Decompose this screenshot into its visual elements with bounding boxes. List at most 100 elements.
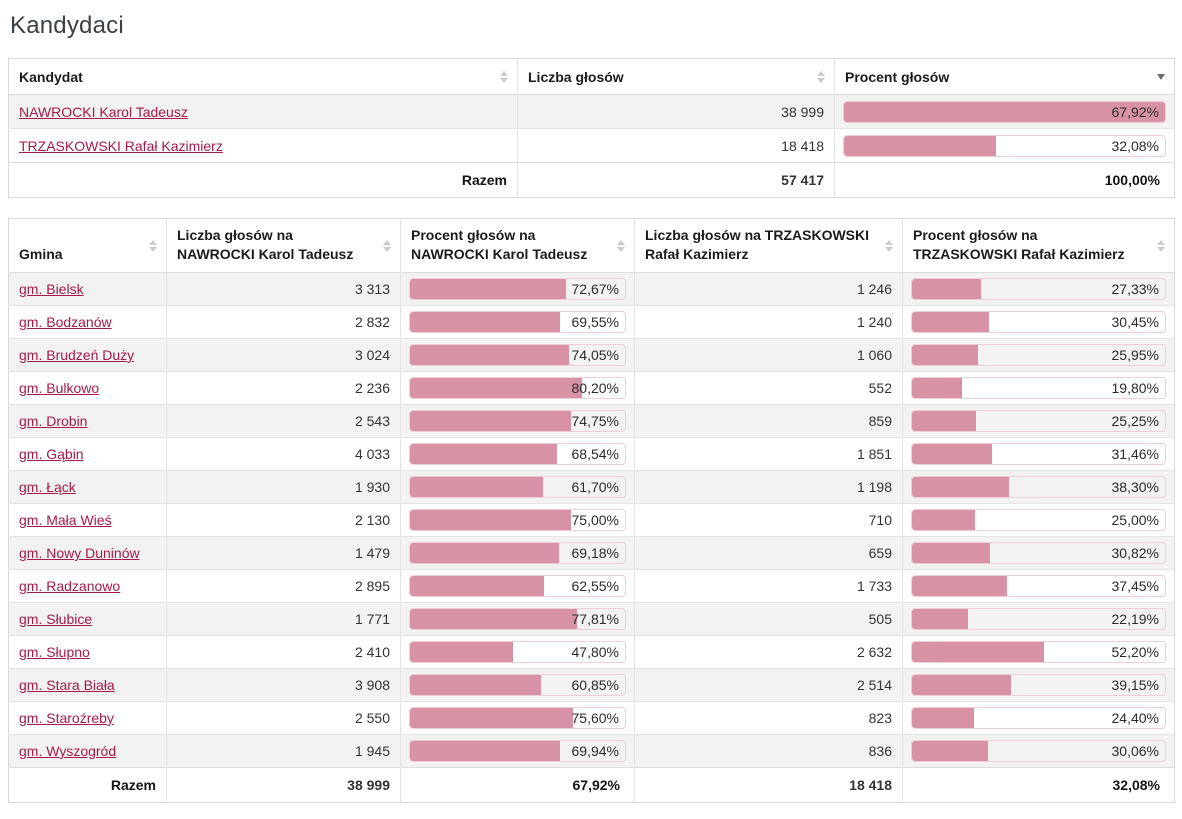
votes-cell: 18 418	[517, 128, 835, 163]
percent-bar: 61,70%	[409, 476, 626, 498]
gmina-link[interactable]: gm. Bielsk	[19, 281, 84, 297]
votes-cell: 2 550	[166, 701, 401, 735]
total-votes-value: 57 417	[517, 162, 835, 198]
candidates-column-header-0[interactable]: Kandydat	[8, 58, 518, 95]
column-label: Procent głosów na TRZASKOWSKI Rafał Kazi…	[913, 227, 1125, 262]
percent-value: 30,45%	[1111, 314, 1159, 330]
gmina-row: gm. Mała Wieś 2 130 75,00% 710 25,00%	[8, 503, 1175, 537]
gmina-link[interactable]: gm. Łąck	[19, 479, 76, 495]
candidates-table-footer-row: Razem 57 417 100,00%	[8, 162, 1175, 198]
percent-bar-fill	[410, 708, 573, 728]
percent-bar: 25,95%	[911, 344, 1166, 366]
percent-bar: 60,85%	[409, 674, 626, 696]
votes-cell: 552	[634, 371, 903, 405]
gmina-link[interactable]: gm. Radzanowo	[19, 578, 121, 594]
percent-bar: 69,18%	[409, 542, 626, 564]
percent-bar: 32,08%	[843, 134, 1166, 157]
gmina-row: gm. Stara Biała 3 908 60,85% 2 514 39,15%	[8, 668, 1175, 702]
gmina-column-header-1[interactable]: Liczba głosów na NAWROCKI Karol Tadeusz	[166, 218, 401, 273]
percent-cell: 24,40%	[902, 701, 1175, 735]
percent-bar-fill	[410, 642, 513, 662]
percent-bar-fill	[410, 345, 570, 365]
candidates-column-header-1[interactable]: Liczba głosów	[517, 58, 835, 95]
gmina-link[interactable]: gm. Nowy Duninów	[19, 545, 140, 561]
percent-cell: 62,55%	[400, 569, 635, 603]
percent-bar-fill	[912, 543, 990, 563]
votes-cell: 710	[634, 503, 903, 537]
total-nawrocki-votes: 38 999	[166, 767, 401, 803]
name-cell: gm. Wyszogród	[9, 735, 167, 768]
percent-bar-fill	[410, 543, 559, 563]
percent-cell: 69,55%	[400, 305, 635, 339]
percent-cell: 74,75%	[400, 404, 635, 438]
votes-cell: 38 999	[517, 94, 835, 129]
percent-bar: 24,40%	[911, 707, 1166, 729]
percent-value: 31,46%	[1111, 446, 1159, 462]
percent-bar: 67,92%	[843, 100, 1166, 123]
percent-cell: 25,00%	[902, 503, 1175, 537]
percent-bar: 19,80%	[911, 377, 1166, 399]
percent-value: 37,45%	[1111, 578, 1159, 594]
gmina-link[interactable]: gm. Gąbin	[19, 446, 84, 462]
gmina-link[interactable]: gm. Słubice	[19, 611, 93, 627]
gmina-link[interactable]: gm. Wyszogród	[19, 743, 117, 759]
gmina-link[interactable]: gm. Brudzeń Duży	[19, 347, 135, 363]
candidates-column-header-2[interactable]: Procent głosów	[834, 58, 1175, 95]
gmina-column-header-4[interactable]: Procent głosów na TRZASKOWSKI Rafał Kazi…	[902, 218, 1175, 273]
gmina-table-header-row: Gmina Liczba głosów na NAWROCKI Karol Tad…	[8, 218, 1175, 273]
column-label: Gmina	[19, 246, 63, 262]
percent-value: 80,20%	[571, 380, 619, 396]
gmina-column-header-2[interactable]: Procent głosów na NAWROCKI Karol Tadeusz	[400, 218, 635, 273]
votes-cell: 2 832	[166, 305, 401, 339]
gmina-column-header-0[interactable]: Gmina	[8, 218, 167, 273]
gmina-link[interactable]: gm. Stara Biała	[19, 677, 115, 693]
percent-value: 32,08%	[1111, 137, 1159, 154]
total-trzaskowski-votes: 18 418	[634, 767, 903, 803]
column-label: Liczba głosów na TRZASKOWSKI Rafał Kazim…	[645, 227, 870, 262]
percent-cell: 61,70%	[400, 470, 635, 504]
name-cell: gm. Stara Biała	[9, 669, 167, 702]
percent-bar-fill	[912, 675, 1012, 695]
percent-cell: 25,95%	[902, 338, 1175, 372]
votes-cell: 659	[634, 536, 903, 570]
percent-bar-fill	[410, 609, 578, 629]
gmina-link[interactable]: gm. Bulkowo	[19, 380, 100, 396]
column-label: Kandydat	[19, 68, 83, 85]
percent-value: 69,55%	[571, 314, 619, 330]
gmina-column-header-3[interactable]: Liczba głosów na TRZASKOWSKI Rafał Kazim…	[634, 218, 903, 273]
votes-cell: 2 543	[166, 404, 401, 438]
percent-bar: 72,67%	[409, 278, 626, 300]
percent-bar: 27,33%	[911, 278, 1166, 300]
votes-cell: 2 410	[166, 635, 401, 669]
percent-bar: 68,54%	[409, 443, 626, 465]
percent-cell: 30,45%	[902, 305, 1175, 339]
gmina-link[interactable]: gm. Drobin	[19, 413, 88, 429]
gmina-link[interactable]: gm. Słupno	[19, 644, 90, 660]
percent-cell: 27,33%	[902, 272, 1175, 306]
candidate-link[interactable]: NAWROCKI Karol Tadeusz	[19, 103, 188, 120]
gmina-link[interactable]: gm. Bodzanów	[19, 314, 112, 330]
sort-toggle-icon	[383, 239, 391, 252]
gmina-row: gm. Nowy Duninów 1 479 69,18% 659 30,82%	[8, 536, 1175, 570]
percent-cell: 74,05%	[400, 338, 635, 372]
column-label: Procent głosów	[845, 68, 950, 85]
gmina-link[interactable]: gm. Mała Wieś	[19, 512, 112, 528]
percent-bar-fill	[912, 576, 1007, 596]
gmina-row: gm. Łąck 1 930 61,70% 1 198 38,30%	[8, 470, 1175, 504]
votes-cell: 1 945	[166, 734, 401, 768]
name-cell: NAWROCKI Karol Tadeusz	[9, 95, 518, 129]
gmina-link[interactable]: gm. Staroźreby	[19, 710, 114, 726]
total-percent-value: 100,00%	[834, 162, 1175, 198]
percent-cell: 52,20%	[902, 635, 1175, 669]
percent-bar-fill	[410, 444, 558, 464]
percent-bar: 37,45%	[911, 575, 1166, 597]
votes-cell: 3 908	[166, 668, 401, 702]
votes-cell: 1 240	[634, 305, 903, 339]
percent-value: 25,95%	[1111, 347, 1159, 363]
percent-bar: 74,05%	[409, 344, 626, 366]
percent-cell: 69,18%	[400, 536, 635, 570]
percent-value: 68,54%	[571, 446, 619, 462]
percent-bar: 52,20%	[911, 641, 1166, 663]
candidate-link[interactable]: TRZASKOWSKI Rafał Kazimierz	[19, 137, 223, 154]
percent-bar-fill	[844, 135, 996, 156]
